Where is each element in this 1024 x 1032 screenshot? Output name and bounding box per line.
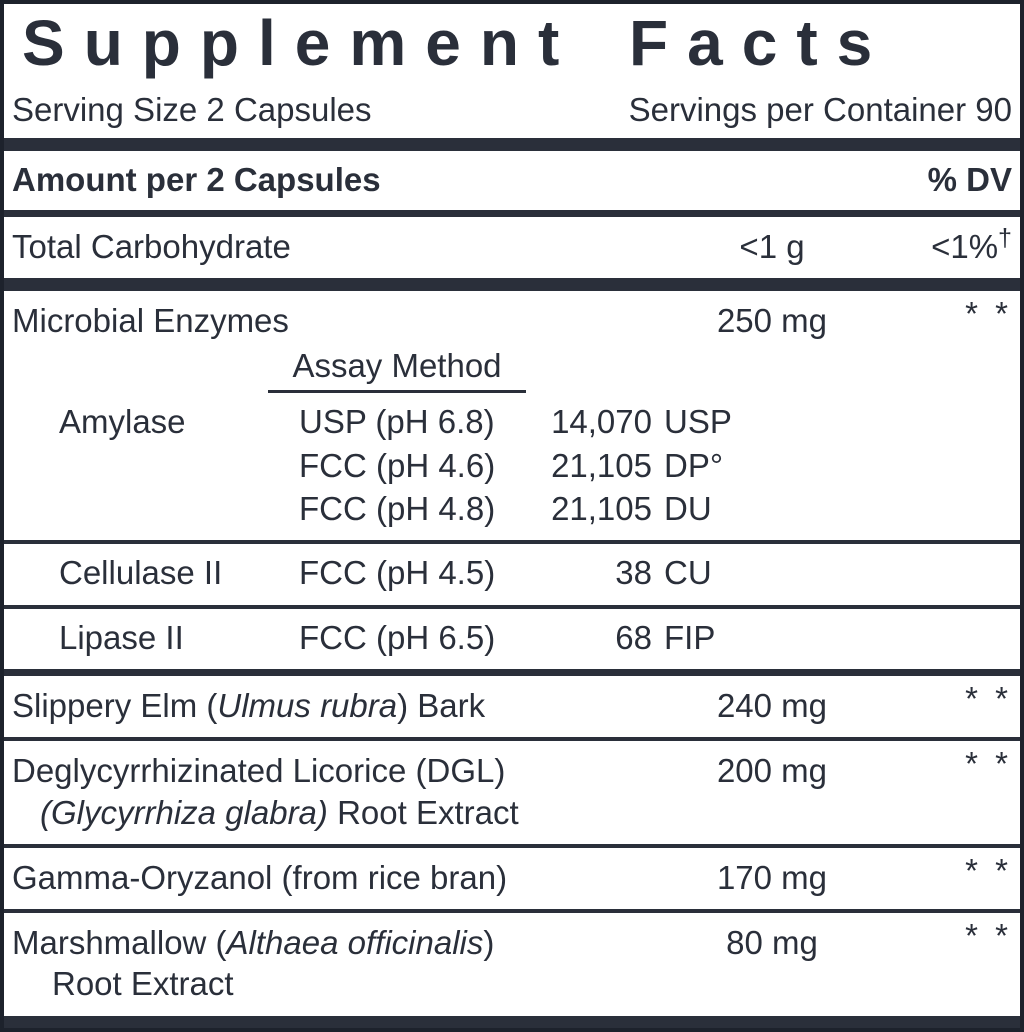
assay-method: USP (pH 6.8)	[299, 403, 495, 441]
enzyme-name: Cellulase II	[59, 554, 223, 591]
assay-value: 68	[615, 618, 652, 656]
asterisk-footnote-mark: * *	[965, 680, 1012, 718]
divider-thick	[4, 278, 1020, 292]
assay-unit: DU	[664, 490, 712, 528]
ingredient-amount: 250 mg	[716, 302, 828, 340]
ingredient-amount: 200 mg	[716, 752, 828, 790]
assay-value: 14,070	[551, 403, 652, 441]
enzyme-name: Amylase	[59, 403, 186, 441]
assay-method: FCC (pH 6.5)	[299, 618, 496, 656]
ingredient-dv: * *	[892, 745, 1012, 791]
botanical-name: Ulmus rubra	[217, 687, 398, 725]
footnotes: †Percent Daily Values (DV) are based on …	[12, 1029, 1012, 1032]
divider-medium	[4, 669, 1020, 677]
ingredient-dv: * *	[892, 680, 1012, 726]
dv-header: % DV	[927, 161, 1012, 199]
assay-value: 21,105	[551, 446, 652, 484]
asterisk-footnote-mark: * *	[965, 745, 1012, 783]
assay-row-lipase: Lipase II FCC (pH 6.5) 68 FIP	[12, 609, 1012, 670]
ingredient-amount: 240 mg	[716, 687, 828, 725]
row-dgl-licorice: Deglycyrrhizinated Licorice (DGL) (Glycy…	[12, 741, 1012, 844]
asterisk-footnote-mark: * *	[965, 917, 1012, 955]
row-microbial-enzymes: Microbial Enzymes 250 mg * *	[12, 291, 1012, 341]
asterisk-footnote-mark: * *	[965, 295, 1012, 333]
assay-method: FCC (pH 4.5)	[299, 554, 496, 591]
ingredient-name: Marshmallow (Althaea officinalis) Root E…	[12, 924, 495, 1003]
assay-value: 21,105	[551, 490, 652, 528]
ingredient-name: Slippery Elm (Ulmus rubra) Bark	[12, 687, 486, 725]
enzyme-name: Lipase II	[59, 618, 184, 656]
dagger-footnote-mark: †	[998, 223, 1012, 252]
assay-row-cellulase: Cellulase II FCC (pH 4.5) 38 CU	[12, 544, 1012, 605]
row-slippery-elm: Slippery Elm (Ulmus rubra) Bark 240 mg *…	[12, 676, 1012, 737]
ingredient-amount: <1 g	[739, 227, 805, 265]
row-marshmallow: Marshmallow (Althaea officinalis) Root E…	[12, 913, 1012, 1016]
divider-thin	[4, 909, 1020, 914]
assay-row-amylase-1: Amylase USP (pH 6.8) 14,070 USP FCC (pH …	[12, 393, 1012, 540]
divider-medium	[4, 209, 1020, 217]
amount-header-row: Amount per 2 Capsules % DV	[12, 151, 1012, 210]
assay-unit: DP°	[664, 446, 724, 484]
ingredient-dv: * *	[892, 917, 1012, 963]
asterisk-footnote-mark: * *	[965, 851, 1012, 889]
assay-method: FCC (pH 4.6)	[299, 446, 496, 484]
ingredient-dv: * *	[892, 295, 1012, 341]
divider-thick	[4, 138, 1020, 152]
servings-per-container: Servings per Container 90	[628, 90, 1012, 128]
ingredient-amount: 170 mg	[716, 858, 828, 896]
ingredient-dv: <1%†	[931, 223, 1012, 265]
assay-method: FCC (pH 4.8)	[299, 490, 496, 528]
divider-thick	[4, 1015, 1020, 1028]
divider-thin	[4, 843, 1020, 848]
divider-thin	[4, 737, 1020, 742]
assay-method-header: Assay Method	[268, 341, 526, 394]
divider-thin	[4, 540, 1020, 544]
ingredient-name: Total Carbohydrate	[12, 227, 291, 265]
panel-title: Supplement Facts	[22, 7, 892, 79]
ingredient-name: Gamma-Oryzanol (from rice bran)	[12, 858, 508, 896]
amount-header: Amount per 2 Capsules	[12, 161, 381, 199]
ingredient-name: Deglycyrrhizinated Licorice (DGL) (Glycy…	[12, 752, 519, 831]
ingredient-dv: * *	[892, 852, 1012, 898]
assay-unit: USP	[664, 403, 732, 441]
divider-thin	[4, 604, 1020, 609]
row-total-carbohydrate: Total Carbohydrate <1 g <1%†	[12, 217, 1012, 278]
botanical-name: (Glycyrrhiza glabra)	[40, 793, 328, 831]
ingredient-name: Microbial Enzymes	[12, 302, 289, 340]
serving-row: Serving Size 2 Capsules Servings per Con…	[12, 82, 1012, 139]
ingredient-amount: 80 mg	[726, 924, 818, 962]
assay-value: 38	[615, 554, 652, 591]
botanical-name: Althaea officinalis	[226, 924, 484, 962]
serving-size: Serving Size 2 Capsules	[12, 90, 372, 128]
assay-unit: FIP	[664, 618, 716, 656]
row-gamma-oryzanol: Gamma-Oryzanol (from rice bran) 170 mg *…	[12, 848, 1012, 909]
assay-unit: CU	[664, 554, 712, 591]
